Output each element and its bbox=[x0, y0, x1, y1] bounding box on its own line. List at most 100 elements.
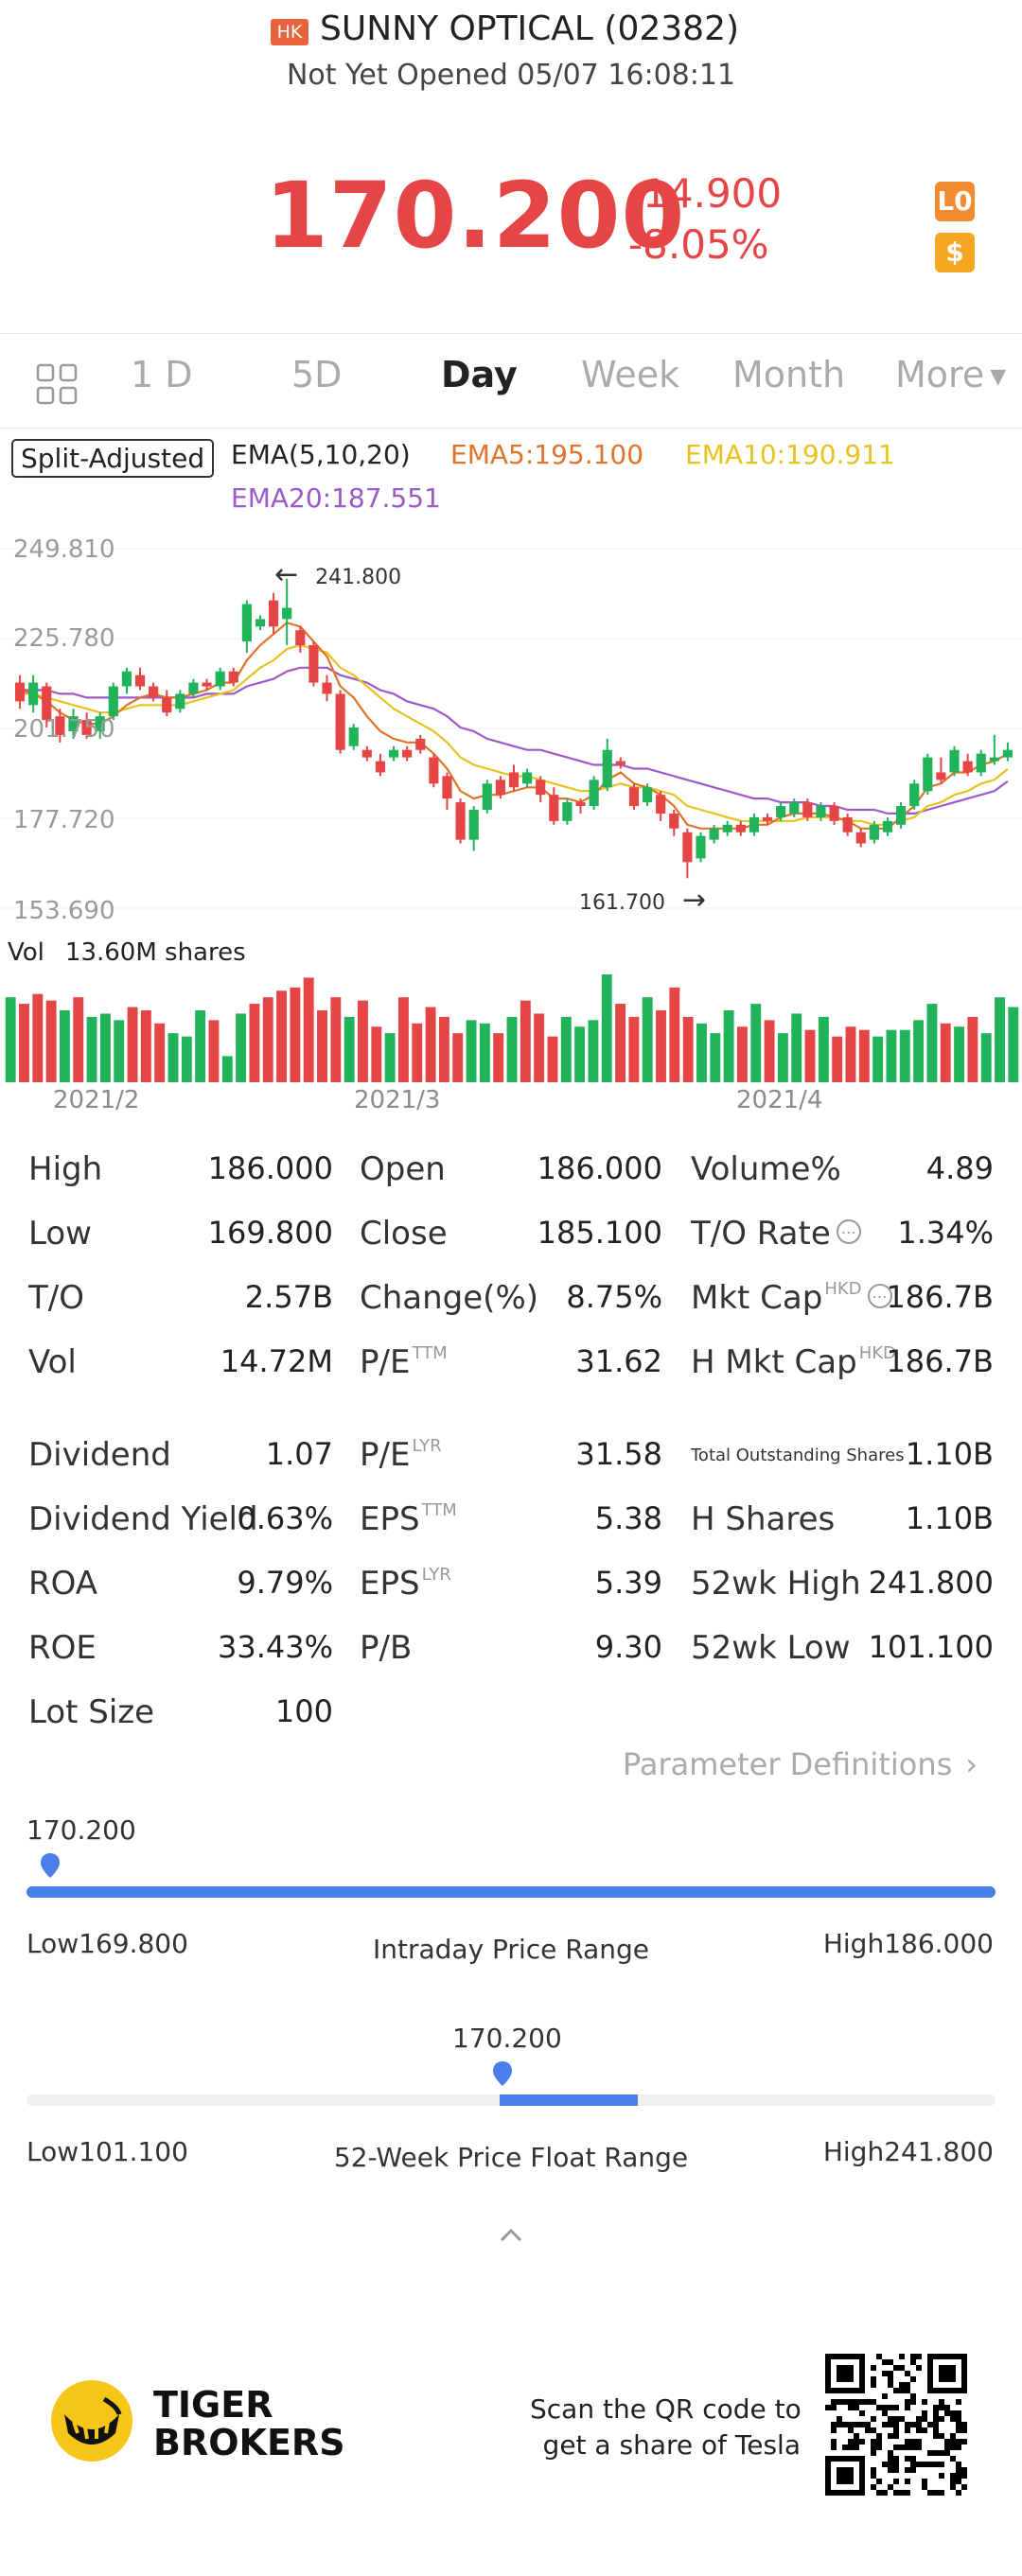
stat-label-text: H Mkt Cap bbox=[691, 1343, 857, 1381]
tab-more[interactable]: More ▼ bbox=[895, 354, 1006, 395]
candle-body bbox=[108, 686, 118, 717]
volume-bar bbox=[858, 1029, 870, 1082]
stat-label: Open bbox=[360, 1150, 446, 1188]
candle bbox=[909, 780, 920, 810]
stat-value: 1.10B bbox=[905, 1436, 994, 1472]
candle-body bbox=[14, 682, 26, 702]
tab-month[interactable]: Month bbox=[732, 354, 846, 395]
week52-current-price: 170.200 bbox=[452, 2023, 562, 2054]
candle bbox=[549, 787, 559, 825]
candle bbox=[442, 772, 452, 810]
y-tick-label: 249.810 bbox=[13, 535, 115, 564]
candle-body bbox=[495, 780, 505, 796]
candle-body bbox=[842, 816, 853, 832]
candle-body bbox=[896, 806, 907, 825]
candle bbox=[149, 682, 159, 702]
stat-value: 186.000 bbox=[207, 1150, 333, 1186]
week52-high: High241.800 bbox=[823, 2136, 994, 2167]
candle bbox=[669, 809, 679, 836]
stat-label: P/B bbox=[360, 1629, 412, 1667]
candle bbox=[495, 776, 505, 799]
grid-menu-icon[interactable] bbox=[36, 363, 78, 405]
stat-value: 5.39 bbox=[594, 1565, 662, 1601]
candle bbox=[55, 709, 65, 743]
candle bbox=[215, 667, 225, 691]
low-value: 161.700 bbox=[579, 891, 665, 915]
stat-label: Total Outstanding Shares bbox=[691, 1446, 905, 1465]
info-icon[interactable]: … bbox=[836, 1218, 861, 1244]
volume-bar bbox=[696, 1023, 707, 1082]
candle-body bbox=[549, 795, 559, 821]
tab-more-label: More bbox=[895, 354, 985, 395]
candle bbox=[308, 641, 319, 687]
stat-label-superscript: LYR bbox=[421, 1565, 451, 1585]
info-icon[interactable]: … bbox=[867, 1283, 892, 1308]
volume-bar bbox=[764, 1020, 775, 1082]
volume-bar bbox=[221, 1056, 233, 1082]
tab-day[interactable]: Day bbox=[441, 354, 518, 395]
stat-label: EPS TTM bbox=[360, 1500, 457, 1538]
volume-bar bbox=[114, 1020, 125, 1082]
candle-body bbox=[816, 806, 826, 817]
volume-bar bbox=[656, 1010, 666, 1082]
volume-bar bbox=[615, 1004, 626, 1082]
tab-week[interactable]: Week bbox=[581, 354, 680, 395]
volume-value: 13.60M shares bbox=[64, 938, 246, 967]
stat-value: 241.800 bbox=[868, 1565, 994, 1601]
level-badge[interactable]: L0 bbox=[935, 182, 975, 221]
candle-body bbox=[962, 761, 973, 773]
stat-label-text: Mkt Cap bbox=[691, 1279, 823, 1317]
price-change-percent: -8.05% bbox=[628, 221, 769, 268]
market-badge: HK bbox=[271, 19, 308, 45]
volume-bar bbox=[804, 1029, 816, 1082]
ema10-value: EMA10:190.911 bbox=[685, 439, 895, 470]
stat-value: 0.63% bbox=[237, 1500, 333, 1536]
candlestick-chart[interactable] bbox=[0, 539, 1022, 927]
candle-body bbox=[829, 806, 839, 821]
intraday-range-bar bbox=[26, 1886, 996, 1898]
stat-value: 5.38 bbox=[594, 1500, 662, 1536]
stat-label: P/E TTM bbox=[360, 1343, 448, 1381]
stat-value: 169.800 bbox=[207, 1215, 333, 1251]
volume-bar bbox=[249, 1004, 260, 1082]
stat-label: Lot Size bbox=[28, 1693, 154, 1731]
y-tick-label: 225.780 bbox=[13, 624, 115, 653]
stat-value: 31.62 bbox=[575, 1343, 662, 1379]
volume-bar bbox=[682, 1016, 694, 1082]
candle bbox=[455, 798, 466, 844]
current-price: 170.200 bbox=[265, 163, 686, 269]
candle-body bbox=[55, 716, 65, 735]
volume-bar bbox=[32, 993, 44, 1082]
stat-label-text: Close bbox=[360, 1215, 448, 1253]
candle bbox=[42, 682, 52, 728]
parameter-definitions-link[interactable]: Parameter Definitions › bbox=[623, 1746, 978, 1782]
candle-body bbox=[149, 686, 159, 698]
split-adjusted-button[interactable]: Split-Adjusted bbox=[11, 439, 215, 478]
candle bbox=[402, 745, 413, 762]
chevron-up-icon[interactable] bbox=[498, 2221, 524, 2248]
stat-value: 186.7B bbox=[886, 1343, 994, 1379]
candle-body bbox=[1002, 749, 1013, 758]
volume-bar bbox=[59, 1010, 70, 1082]
stat-value: 9.30 bbox=[594, 1629, 662, 1665]
tab-1d[interactable]: 1 D bbox=[131, 354, 193, 395]
volume-bar bbox=[397, 997, 409, 1082]
qr-caption-line2: get a share of Tesla bbox=[542, 2429, 801, 2461]
volume-bar bbox=[560, 1016, 572, 1082]
candle-body bbox=[188, 682, 199, 694]
candle-body bbox=[575, 802, 586, 807]
trade-dollar-icon[interactable]: $ bbox=[935, 233, 975, 272]
stat-label: ROE bbox=[28, 1629, 97, 1667]
tab-5d[interactable]: 5D bbox=[291, 354, 343, 395]
volume-bar bbox=[845, 1026, 856, 1082]
volume-bar bbox=[384, 1033, 396, 1082]
candle bbox=[68, 709, 79, 739]
intraday-current-price: 170.200 bbox=[26, 1814, 136, 1846]
volume-chart[interactable] bbox=[0, 971, 1022, 1082]
ema-indicator-label[interactable]: EMA(5,10,20) bbox=[231, 439, 411, 470]
volume-bar bbox=[899, 1029, 910, 1082]
candle bbox=[789, 798, 800, 817]
candle-body bbox=[322, 682, 332, 694]
stat-label: Dividend Yield bbox=[28, 1500, 258, 1538]
volume-bar bbox=[534, 1013, 545, 1082]
